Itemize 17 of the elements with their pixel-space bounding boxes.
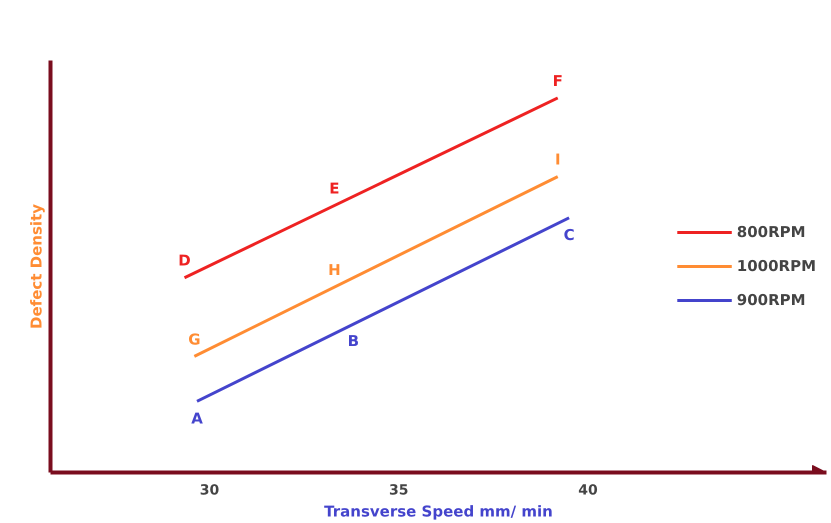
- annotation: I: [554, 150, 561, 169]
- y-axis-title: Defect Density: [28, 204, 46, 329]
- annotation: C: [564, 226, 575, 244]
- annotation: B: [348, 332, 360, 350]
- x-tick-label: 30: [200, 482, 220, 498]
- legend-label: 900RPM: [736, 291, 806, 309]
- x-tick-label: 40: [578, 482, 598, 498]
- annotation: D: [178, 252, 191, 270]
- annotation: A: [191, 409, 204, 428]
- annotation: H: [328, 261, 341, 280]
- annotation: G: [188, 330, 200, 348]
- legend-label: 800RPM: [736, 223, 806, 241]
- legend-label: 1000RPM: [736, 257, 816, 275]
- x-axis-title: Transverse Speed mm/ min: [324, 502, 553, 520]
- x-tick-label: 35: [389, 482, 408, 498]
- annotation: E: [329, 179, 340, 198]
- annotation: F: [552, 72, 563, 90]
